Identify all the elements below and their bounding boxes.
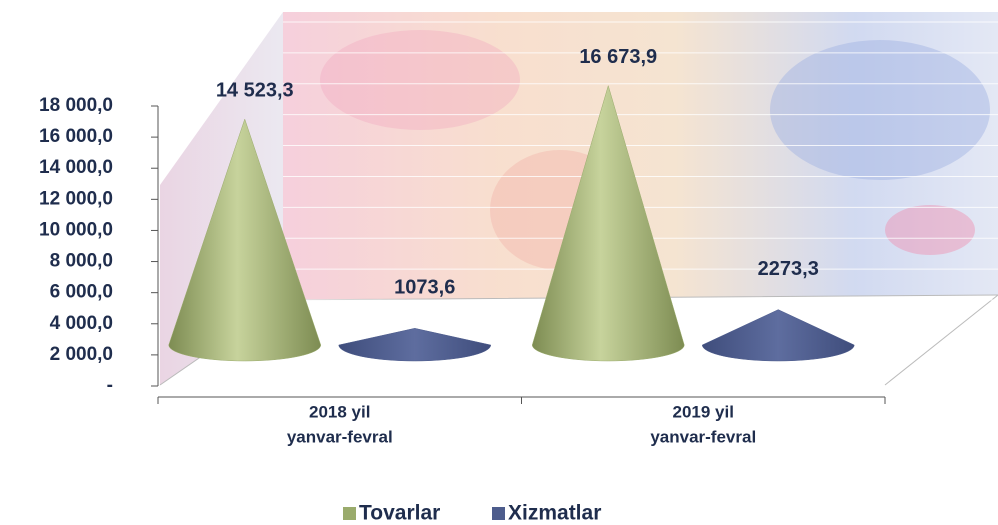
map-shape <box>885 205 975 255</box>
y-tick-label: 6 000,0 <box>50 282 113 303</box>
cone <box>338 328 492 362</box>
floor-edge <box>884 294 998 386</box>
y-tick-label: 4 000,0 <box>50 313 113 334</box>
y-tick-label: 2 000,0 <box>50 344 113 365</box>
cone <box>168 118 322 362</box>
value-label: 1073,6 <box>394 276 455 298</box>
y-tick-label: 18 000,0 <box>39 95 113 116</box>
y-tick-label: 10 000,0 <box>39 219 113 240</box>
value-label: 14 523,3 <box>216 79 294 101</box>
value-label: 2273,3 <box>758 258 819 280</box>
x-tick-label: yanvar-fevral <box>650 427 756 446</box>
legend-swatch <box>343 507 356 520</box>
map-shape <box>320 30 520 130</box>
y-tick-label: - <box>107 375 113 396</box>
cone <box>701 309 855 362</box>
cone <box>531 84 685 362</box>
y-tick-label: 12 000,0 <box>39 188 113 209</box>
y-tick-label: 14 000,0 <box>39 157 113 178</box>
y-tick-label: 16 000,0 <box>39 126 113 147</box>
legend-label: Tovarlar <box>359 502 440 525</box>
legend-label: Xizmatlar <box>508 502 601 525</box>
y-tick-label: 8 000,0 <box>50 251 113 272</box>
x-tick-label: yanvar-fevral <box>287 427 393 446</box>
legend-swatch <box>492 507 505 520</box>
value-label: 16 673,9 <box>579 46 657 68</box>
map-shape <box>770 40 990 180</box>
x-tick-label: 2019 yil <box>673 402 734 421</box>
x-tick-label: 2018 yil <box>309 402 370 421</box>
